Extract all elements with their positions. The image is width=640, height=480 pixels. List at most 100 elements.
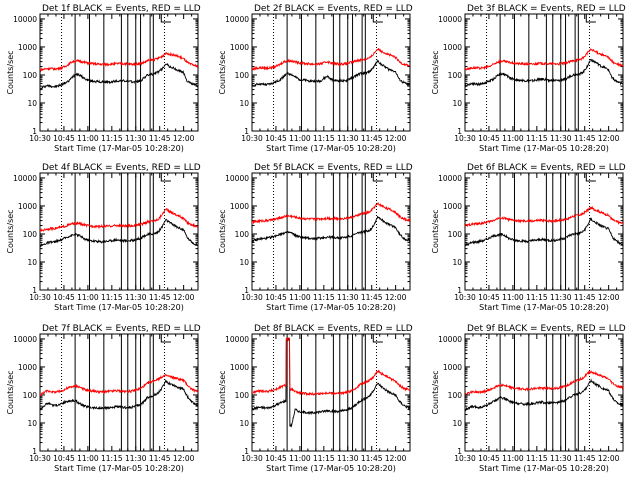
x-tick-label: 10:45 [265,293,287,302]
panel-title: Det 2f BLACK = Events, RED = LLD [254,4,413,14]
series-line-events [252,215,410,244]
x-tick-label: 11:45 [361,293,383,302]
plot-frame [251,13,411,132]
y-axis-label: Counts/sec [218,370,227,414]
x-axis-label: Start Time (17-Mar-05 10:28:20) [54,303,184,312]
x-tick-label: 11:45 [149,454,171,463]
x-axis-label: Start Time (17-Mar-05 10:28:20) [54,464,184,473]
x-tick-label: 11:00 [289,134,311,143]
y-tick-label: 10000 [438,174,462,183]
x-tick-label: 10:45 [53,293,75,302]
x-axis-label: Start Time (17-Mar-05 10:28:20) [266,303,396,312]
x-tick-label: 11:30 [337,293,359,302]
y-tick-label: 100 [23,391,38,400]
panel-title: Det 4f BLACK = Events, RED = LLD [42,163,201,173]
series-line-events [40,62,198,91]
interval-bracket [160,14,171,23]
y-tick-label: 100 [235,391,250,400]
x-tick-label: 11:00 [77,293,99,302]
y-tick-label: 1000 [443,43,462,52]
x-tick-label: 11:15 [101,134,123,143]
x-tick-label: 11:00 [77,134,99,143]
series-line-lld [40,207,198,232]
y-axis-label: Counts/sec [431,50,440,94]
x-axis-label: Start Time (17-Mar-05 10:28:20) [479,144,609,153]
x-tick-label: 11:45 [574,134,596,143]
y-tick-label: 1 [32,286,37,295]
y-tick-label: 10 [239,99,249,108]
y-tick-label: 1000 [230,363,249,372]
y-tick-label: 10000 [13,174,37,183]
series-line-events [465,217,623,247]
x-tick-label: 12:00 [385,134,407,143]
series-line-events [465,58,623,88]
x-tick-label: 11:15 [526,454,548,463]
panel-det-6: Det 6f BLACK = Events, RED = LLD 1 10 100 10… [431,163,626,312]
x-tick-label: 10:30 [241,454,263,463]
y-tick-label: 10 [452,419,462,428]
panel-title: Det 3f BLACK = Events, RED = LLD [467,4,626,14]
x-tick-label: 11:45 [149,134,171,143]
series-line-events [252,58,410,88]
x-tick-label: 11:30 [550,293,572,302]
interval-bracket [372,14,383,23]
y-tick-label: 1 [244,286,249,295]
x-tick-label: 10:30 [454,293,476,302]
y-tick-label: 10 [239,258,249,267]
x-tick-label: 11:30 [125,454,147,463]
panel-title: Det 8f BLACK = Events, RED = LLD [254,324,413,334]
x-tick-label: 11:00 [289,293,311,302]
x-tick-label: 12:00 [598,454,620,463]
x-tick-label: 12:00 [173,134,195,143]
y-axis-label: Counts/sec [6,370,15,414]
panel-det-7: Det 7f BLACK = Events, RED = LLD 1 10 100 10… [6,324,201,473]
y-tick-label: 1 [244,447,249,456]
y-tick-label: 100 [448,71,463,80]
y-tick-label: 1000 [18,202,37,211]
x-tick-label: 11:45 [149,293,171,302]
y-axis-label: Counts/sec [6,50,15,94]
panel-det-8: Det 8f BLACK = Events, RED = LLD 1 10 100 10… [218,324,413,473]
panel-title: Det 9f BLACK = Events, RED = LLD [467,324,626,334]
panel-det-9: Det 9f BLACK = Events, RED = LLD 1 10 100 10… [431,324,626,473]
series-line-lld [465,47,623,71]
y-tick-label: 10 [452,99,462,108]
interval-bracket [585,334,596,343]
x-tick-label: 10:30 [29,134,51,143]
panel-det-2: Det 2f BLACK = Events, RED = LLD 1 10 100 10… [218,4,413,153]
panel-title: Det 7f BLACK = Events, RED = LLD [42,324,201,334]
plot-frame [464,172,624,291]
y-tick-label: 1000 [18,363,37,372]
x-axis-label: Start Time (17-Mar-05 10:28:20) [479,464,609,473]
interval-bracket [160,173,171,182]
x-tick-label: 11:15 [313,134,335,143]
interval-bracket [585,173,596,182]
plot-frame [39,172,199,291]
series-line-lld [252,337,410,397]
y-tick-label: 100 [235,230,250,239]
y-tick-label: 1 [244,127,249,136]
panel-det-5: Det 5f BLACK = Events, RED = LLD 1 10 100 10… [218,163,413,312]
plot-frame [464,13,624,132]
x-tick-label: 11:15 [101,293,123,302]
x-tick-label: 11:15 [313,454,335,463]
y-tick-label: 1 [457,286,462,295]
x-tick-label: 10:45 [265,454,287,463]
x-tick-label: 12:00 [385,454,407,463]
x-axis-label: Start Time (17-Mar-05 10:28:20) [266,144,396,153]
y-tick-label: 10 [452,258,462,267]
y-tick-label: 10000 [438,15,462,24]
x-tick-label: 10:45 [53,134,75,143]
y-axis-label: Counts/sec [431,209,440,253]
x-tick-label: 11:00 [502,454,524,463]
y-axis-label: Counts/sec [431,370,440,414]
x-axis-label: Start Time (17-Mar-05 10:28:20) [266,464,396,473]
plot-frame [464,333,624,452]
x-tick-label: 11:45 [574,293,596,302]
y-tick-label: 10 [27,258,37,267]
panel-title: Det 1f BLACK = Events, RED = LLD [42,4,201,14]
y-axis-label: Counts/sec [218,50,227,94]
x-tick-label: 10:45 [478,134,500,143]
plot-frame [39,13,199,132]
y-tick-label: 10 [27,99,37,108]
